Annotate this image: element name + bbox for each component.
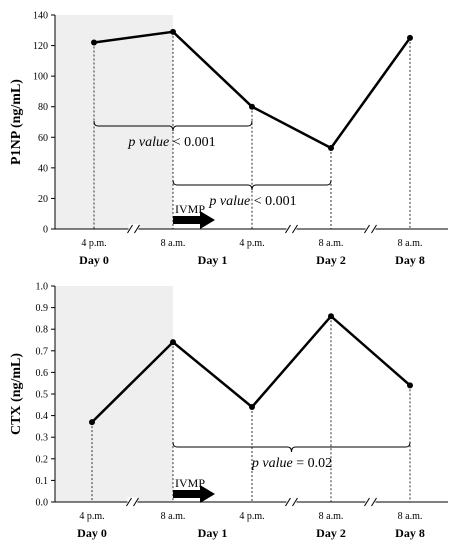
p-value-text: < 0.001 [169,135,215,150]
x-tick-label: 4 p.m. [81,238,106,249]
p-value-prefix: p value [208,194,250,209]
p-value-annotation: p value < 0.001 [208,194,296,209]
y-tick-label: 60 [38,133,48,144]
p-value-annotation: p value = 0.02 [251,456,332,471]
axis-break-mark [134,224,140,234]
significance-bracket [172,179,332,191]
y-tick-label: 100 [33,72,48,83]
day-label: Day 1 [198,253,228,267]
p1np-chart: 0 20 40 60 80 100 120 140 P1NP (ng/mL) 4 p.m. 8 a.… [9,11,448,267]
data-point [249,103,255,110]
y-tick-label: 0.2 [36,454,49,465]
axis-break-gap [128,224,139,234]
data-point [407,382,413,389]
axis-break-mark [133,497,139,507]
axis-break-mark [285,497,291,507]
day0-shade [55,286,173,502]
axis-break-mark [371,497,377,507]
y-tick-label: 0.4 [36,411,49,422]
y-tick-label: 0 [43,225,48,236]
x-tick-label: 8 a.m. [161,238,186,249]
day-label: Day 2 [316,253,346,267]
axis-break-mark [364,497,370,507]
axis-break-mark [285,224,291,234]
x-tick-label: 4 p.m. [239,511,264,522]
axis-break-mark [371,224,377,234]
day-label: Day 0 [79,253,109,267]
day-label: Day 8 [395,253,425,267]
significance-bracket [172,441,411,453]
y-tick-label: 0.7 [36,346,49,357]
ivmp-label: IVMP [175,476,205,490]
axis-break-mark [364,224,370,234]
y-tick-label: 40 [38,163,48,174]
ivmp-arrow-icon [173,485,215,503]
p-value-text: < 0.001 [250,194,296,209]
axis-break-gap [286,224,297,234]
data-point [89,419,95,426]
data-point [407,34,413,41]
y-axis-title: P1NP (ng/mL) [9,79,24,165]
axis-break-mark [126,497,132,507]
x-tick-label: 8 a.m. [398,238,423,249]
y-tick-label: 0.3 [36,433,49,444]
y-tick-label: 1.0 [36,282,49,293]
y-tick-label: 0.5 [36,390,49,401]
day-label: Day 0 [77,526,107,540]
x-tick-label: 8 a.m. [319,238,344,249]
y-tick-label: 0.8 [36,325,49,336]
axis-break-mark [127,224,133,234]
axis-break-gap [365,224,376,234]
day-label: Day 2 [316,526,346,540]
p-value-prefix: p value [251,456,293,471]
p-value-annotation: p value < 0.001 [127,135,215,150]
y-axis-title: CTX (ng/mL) [9,353,24,435]
axis-break-gap [127,497,138,507]
significance-bracket [93,120,253,132]
y-tick-label: 0.1 [36,476,49,487]
y-tick-label: 20 [38,194,48,205]
y-tick-label: 80 [38,102,48,113]
data-point [91,39,97,46]
ivmp-arrow-icon [173,211,215,229]
ctx-chart: 0.0 0.1 0.2 0.3 0.4 0.5 0.6 0.7 0.8 0.9 1.0 CTX (ng… [9,282,448,540]
p-value-text: = 0.02 [293,456,332,471]
axis-break-gap [286,497,297,507]
ivmp-label: IVMP [175,202,205,216]
axis-break-mark [292,497,298,507]
data-point [249,403,255,410]
x-tick-label: 8 a.m. [398,511,423,522]
x-tick-label: 4 p.m. [239,238,264,249]
y-tick-label: 140 [33,11,48,22]
data-point [170,339,176,346]
y-tick-label: 120 [33,41,48,52]
axis-break-gap [365,497,376,507]
p-value-prefix: p value [127,135,169,150]
y-tick-label: 0.6 [36,368,49,379]
data-point [170,28,176,35]
day-label: Day 8 [395,526,425,540]
axis-break-mark [292,224,298,234]
day-label: Day 1 [198,526,228,540]
data-point [328,144,334,151]
y-tick-label: 0.9 [36,303,49,314]
data-point [328,313,334,320]
x-tick-label: 8 a.m. [161,511,186,522]
x-tick-label: 8 a.m. [319,511,344,522]
x-tick-label: 4 p.m. [79,511,104,522]
y-tick-label: 0.0 [36,498,49,509]
day0-shade [55,15,173,229]
